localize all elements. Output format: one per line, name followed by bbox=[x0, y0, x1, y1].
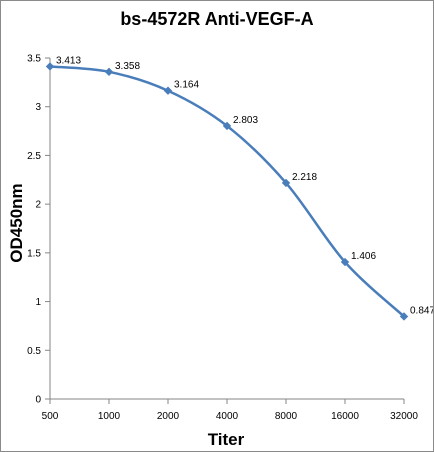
x-tick-label: 32000 bbox=[390, 411, 418, 422]
chart-title: bs-4572R Anti-VEGF-A bbox=[120, 9, 313, 29]
y-axis-title: OD450nm bbox=[7, 183, 26, 262]
y-tick-label: 1 bbox=[35, 297, 41, 308]
data-point-marker bbox=[222, 121, 232, 131]
data-point-marker bbox=[163, 86, 173, 95]
series-group bbox=[49, 65, 405, 318]
x-tick-label: 8000 bbox=[275, 411, 298, 422]
data-point-marker bbox=[45, 62, 55, 71]
x-tick-label: 4000 bbox=[216, 411, 239, 422]
y-tick-labels: 0 0.5 1 1.5 2 2.5 3 3.5 bbox=[27, 54, 41, 406]
data-label: 2.218 bbox=[292, 172, 317, 183]
y-tick-label: 3 bbox=[35, 102, 41, 113]
y-tick-label: 1.5 bbox=[27, 248, 41, 259]
y-tick-label: 0.5 bbox=[27, 346, 41, 357]
data-label: 3.413 bbox=[56, 55, 81, 66]
data-label: 3.164 bbox=[174, 80, 199, 91]
y-tick-label: 0 bbox=[35, 395, 41, 406]
y-tick-label: 3.5 bbox=[27, 54, 41, 65]
x-tick-labels: 500 1000 2000 4000 8000 16000 32000 bbox=[42, 411, 419, 422]
data-label: 3.358 bbox=[115, 61, 140, 72]
x-axis-title: Titer bbox=[208, 430, 245, 449]
x-tick-label: 2000 bbox=[157, 411, 180, 422]
data-label: 0.847 bbox=[410, 305, 433, 316]
y-tick-label: 2.5 bbox=[27, 151, 41, 162]
data-point-marker bbox=[104, 67, 114, 77]
series-line bbox=[49, 65, 405, 318]
x-tick-label: 500 bbox=[42, 411, 59, 422]
marker-group bbox=[45, 62, 409, 321]
data-point-marker bbox=[340, 257, 350, 267]
axes bbox=[45, 57, 405, 404]
x-tick-label: 1000 bbox=[98, 411, 121, 422]
data-label-group: 3.413 3.358 3.164 2.803 2.218 1.406 0.847 bbox=[56, 55, 433, 316]
y-tick-label: 2 bbox=[35, 200, 41, 211]
data-point-marker bbox=[281, 178, 291, 188]
x-tick-label: 16000 bbox=[331, 411, 359, 422]
data-label: 2.803 bbox=[233, 115, 258, 126]
data-point-marker bbox=[399, 312, 409, 321]
data-label: 1.406 bbox=[351, 251, 376, 262]
